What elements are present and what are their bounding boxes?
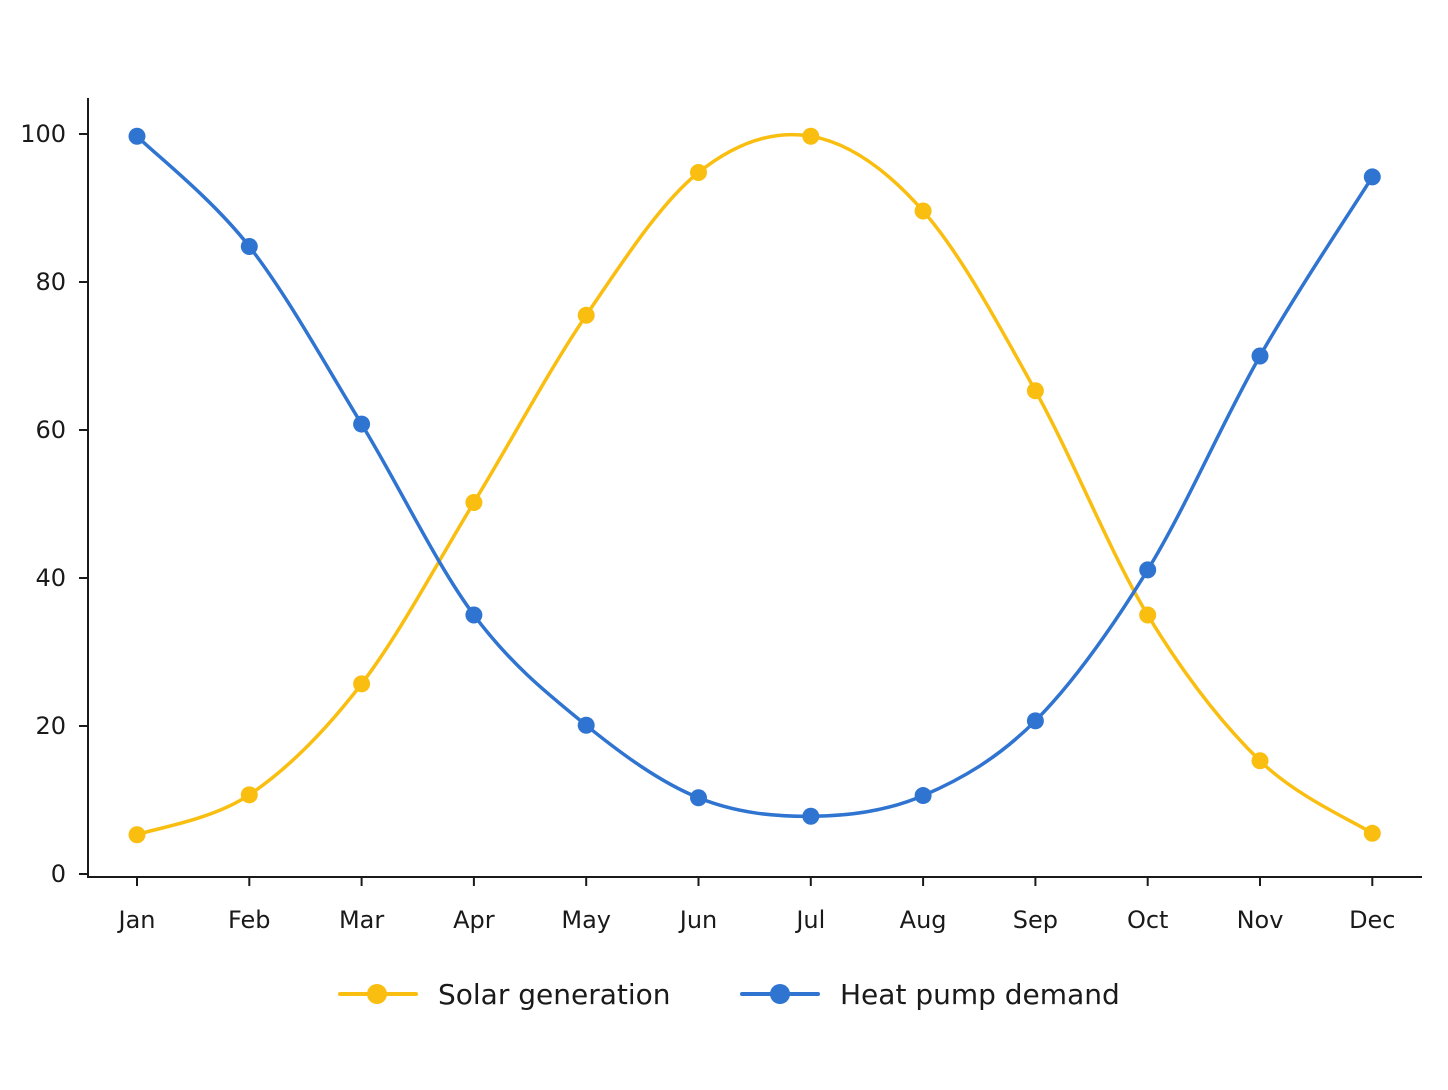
data-point-solar-generation-dec	[1363, 824, 1381, 842]
data-point-heat-pump-demand-sep	[1026, 712, 1044, 730]
x-tick-label: Jun	[678, 906, 718, 934]
legend-label: Solar generation	[438, 978, 671, 1011]
series-line-heat-pump-demand	[135, 134, 1375, 819]
data-point-heat-pump-demand-nov	[1251, 347, 1269, 365]
x-tick-label: Sep	[1013, 906, 1058, 934]
data-point-solar-generation-sep	[1026, 382, 1044, 400]
x-tick-label: Aug	[900, 906, 947, 934]
y-tick-label: 0	[51, 860, 66, 888]
data-point-solar-generation-jun	[690, 163, 707, 181]
y-tick-label: 60	[35, 416, 66, 444]
data-point-heat-pump-demand-aug	[914, 787, 932, 805]
data-point-solar-generation-nov	[1251, 752, 1269, 770]
y-tick-label: 100	[20, 120, 66, 148]
data-point-heat-pump-demand-may	[577, 716, 595, 734]
legend-marker-swatch	[367, 984, 387, 1004]
data-point-solar-generation-jan	[128, 826, 146, 844]
x-tick-label: Dec	[1349, 906, 1395, 934]
data-point-heat-pump-demand-jul	[802, 807, 820, 825]
x-tick-label: May	[561, 906, 611, 934]
legend-item-heat-pump-demand: Heat pump demand	[740, 978, 1120, 1011]
x-tick-label: Mar	[339, 906, 384, 934]
x-tick-label: Nov	[1237, 906, 1284, 934]
data-point-solar-generation-may	[577, 306, 595, 324]
legend-label: Heat pump demand	[840, 978, 1120, 1011]
data-point-heat-pump-demand-feb	[240, 237, 258, 255]
x-tick-label: Jul	[794, 906, 825, 934]
data-point-heat-pump-demand-oct	[1139, 561, 1157, 579]
y-tick-label: 80	[35, 268, 66, 296]
y-tick-label: 20	[35, 712, 66, 740]
data-point-solar-generation-jul	[802, 127, 820, 145]
data-point-heat-pump-demand-dec	[1363, 168, 1381, 186]
x-tick-label: Apr	[453, 906, 495, 934]
legend-item-solar-generation: Solar generation	[338, 978, 671, 1011]
legend-marker-swatch	[770, 984, 790, 1004]
data-point-solar-generation-aug	[914, 202, 932, 220]
series-line-solar-generation	[135, 132, 1375, 837]
y-tick-label: 40	[35, 564, 66, 592]
data-point-solar-generation-feb	[240, 786, 258, 804]
series-heat-pump-demand	[128, 127, 1381, 825]
x-tick-label: Jan	[117, 906, 156, 934]
data-point-heat-pump-demand-jan	[128, 127, 146, 145]
axes: 0 20 40 60 80 100 Jan Feb Mar Apr May Jun Jul Aug Sep O…	[20, 98, 1422, 934]
data-point-heat-pump-demand-jun	[690, 789, 707, 807]
x-tick-label: Oct	[1127, 906, 1169, 934]
data-point-heat-pump-demand-apr	[465, 606, 483, 624]
data-point-solar-generation-mar	[353, 675, 371, 693]
legend: Solar generation Heat pump demand	[338, 978, 1120, 1011]
data-point-heat-pump-demand-mar	[353, 415, 371, 433]
series-solar-generation	[128, 127, 1381, 844]
data-point-solar-generation-apr	[465, 494, 483, 512]
series-layer	[128, 127, 1381, 844]
data-point-solar-generation-oct	[1139, 606, 1157, 624]
x-tick-label: Feb	[228, 906, 271, 934]
